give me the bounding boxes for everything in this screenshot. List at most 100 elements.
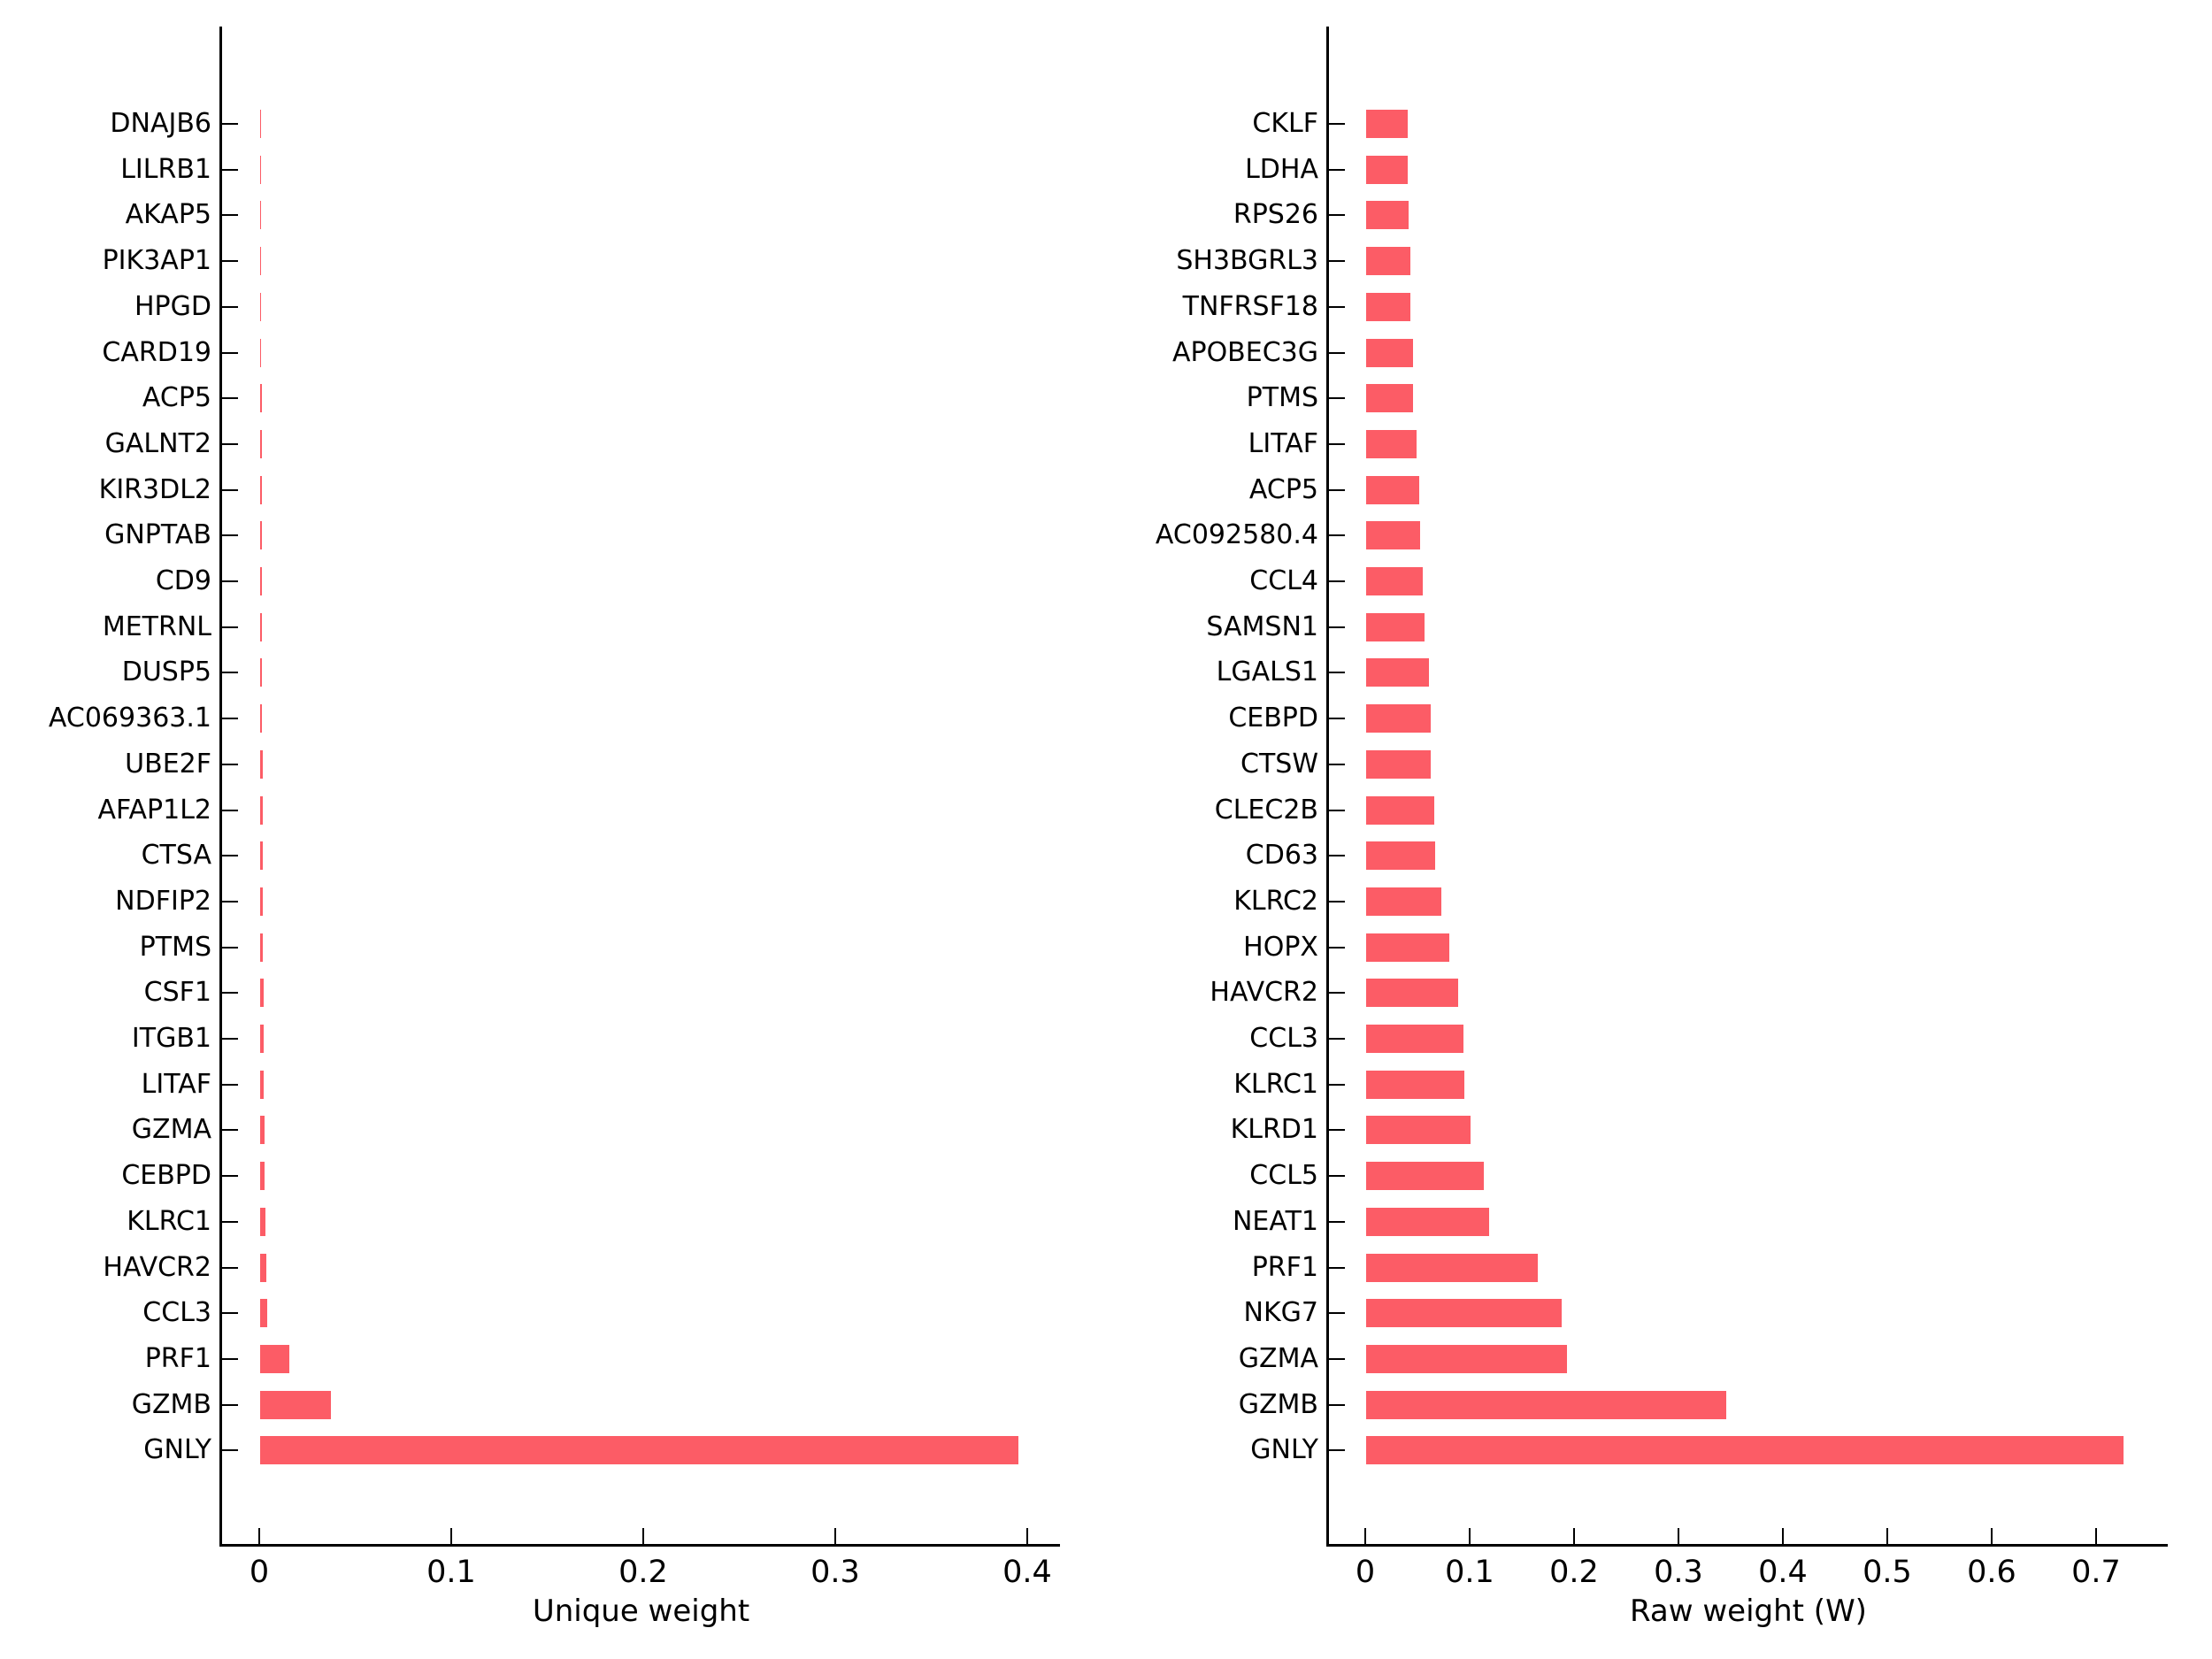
y-axis-tick xyxy=(222,306,238,308)
x-axis-tick-label: 0 xyxy=(1355,1555,1376,1590)
x-axis-spine xyxy=(1326,1544,2168,1547)
bar xyxy=(1366,1208,1490,1236)
bar xyxy=(1366,1025,1463,1053)
gene-label: AC069363.1 xyxy=(48,703,211,733)
y-axis-tick xyxy=(222,534,238,536)
gene-label: KLRC1 xyxy=(127,1206,211,1237)
gene-label: KLRD1 xyxy=(1230,1114,1318,1145)
x-axis-tick-label: 0.2 xyxy=(618,1555,668,1590)
bar xyxy=(260,339,262,367)
x-axis-tick-label: 0.5 xyxy=(1863,1555,1912,1590)
bar xyxy=(260,1436,1019,1464)
y-axis-tick xyxy=(1329,672,1345,673)
gene-label: CCL3 xyxy=(1249,1023,1318,1054)
gene-label: CLEC2B xyxy=(1214,795,1318,826)
gene-label: ACP5 xyxy=(1248,474,1318,505)
gene-label: NDFIP2 xyxy=(115,886,211,917)
y-axis-tick xyxy=(1329,534,1345,536)
y-axis-tick xyxy=(222,260,238,262)
bar xyxy=(1366,979,1458,1007)
gene-label: PIK3AP1 xyxy=(102,245,211,276)
x-axis-tick-label: 0 xyxy=(249,1555,270,1590)
bar xyxy=(1366,201,1409,229)
x-axis-tick-label: 0.2 xyxy=(1549,1555,1599,1590)
x-axis-tick-label: 0.4 xyxy=(1758,1555,1808,1590)
gene-label: CCL4 xyxy=(1249,565,1318,596)
x-axis-tick xyxy=(2095,1528,2097,1544)
gene-label: AKAP5 xyxy=(125,199,211,230)
gene-label: DNAJB6 xyxy=(110,108,211,139)
bar xyxy=(260,476,262,504)
bar xyxy=(1366,1299,1562,1327)
y-axis-tick xyxy=(222,992,238,994)
gene-label: CCL5 xyxy=(1249,1160,1318,1191)
gene-label: PRF1 xyxy=(1251,1252,1318,1283)
gene-label: GNLY xyxy=(1250,1434,1318,1465)
y-axis-tick xyxy=(1329,489,1345,491)
x-axis-tick xyxy=(1026,1528,1028,1544)
y-axis-tick xyxy=(1329,169,1345,171)
gene-label: CD9 xyxy=(155,565,211,596)
gene-label: KLRC2 xyxy=(1233,886,1318,917)
bar xyxy=(1366,1254,1538,1282)
y-axis-tick xyxy=(222,1038,238,1040)
y-axis-tick xyxy=(222,1358,238,1360)
bar xyxy=(1366,384,1414,412)
bar xyxy=(260,1345,289,1373)
x-axis-tick xyxy=(450,1528,452,1544)
gene-label: CCL3 xyxy=(142,1297,211,1328)
bar xyxy=(1366,1071,1464,1099)
y-axis-tick xyxy=(222,123,238,125)
gene-label: NKG7 xyxy=(1243,1297,1318,1328)
y-axis-tick xyxy=(222,443,238,445)
y-axis-spine xyxy=(1326,27,1329,1547)
bar xyxy=(1366,658,1429,687)
bar xyxy=(1366,476,1420,504)
bar xyxy=(260,247,262,275)
y-axis-tick xyxy=(1329,580,1345,582)
gene-label: METRNL xyxy=(102,611,211,642)
bar xyxy=(260,658,263,687)
gene-label: NEAT1 xyxy=(1232,1206,1318,1237)
y-axis-tick xyxy=(222,489,238,491)
bar xyxy=(1366,796,1434,825)
gene-label: LITAF xyxy=(1248,428,1318,459)
x-axis-tick xyxy=(1573,1528,1575,1544)
gene-label: LGALS1 xyxy=(1216,657,1318,687)
bar xyxy=(1366,1345,1567,1373)
left-chart-x-axis-title: Unique weight xyxy=(532,1594,750,1629)
gene-label: UBE2F xyxy=(125,749,211,780)
y-axis-tick xyxy=(222,1312,238,1314)
gene-label: ITGB1 xyxy=(131,1023,211,1054)
y-axis-tick xyxy=(222,1129,238,1131)
x-axis-tick-label: 0.3 xyxy=(810,1555,860,1590)
bar xyxy=(260,1116,265,1144)
bar xyxy=(260,704,263,733)
y-axis-tick xyxy=(1329,443,1345,445)
y-axis-tick xyxy=(1329,1175,1345,1177)
y-axis-tick xyxy=(1329,626,1345,628)
bar xyxy=(260,201,261,229)
y-axis-tick xyxy=(1329,1038,1345,1040)
y-axis-tick xyxy=(222,352,238,354)
bar xyxy=(1366,1162,1485,1190)
y-axis-tick xyxy=(1329,1449,1345,1451)
bar xyxy=(1366,613,1425,641)
y-axis-tick xyxy=(1329,718,1345,719)
bar xyxy=(1366,704,1432,733)
y-axis-tick xyxy=(222,214,238,216)
x-axis-spine xyxy=(219,1544,1060,1547)
gene-label: CD63 xyxy=(1245,840,1318,871)
x-axis-tick xyxy=(1469,1528,1471,1544)
bar xyxy=(260,1299,267,1327)
y-axis-tick xyxy=(222,1175,238,1177)
x-axis-tick-label: 0.1 xyxy=(426,1555,476,1590)
gene-label: CEBPD xyxy=(1228,703,1318,733)
y-axis-tick xyxy=(1329,352,1345,354)
bar xyxy=(1366,339,1414,367)
bar xyxy=(260,841,264,870)
x-axis-tick-label: 0.4 xyxy=(1002,1555,1052,1590)
right-chart-x-axis-title: Raw weight (W) xyxy=(1630,1594,1867,1629)
y-axis-tick xyxy=(222,1449,238,1451)
y-axis-tick xyxy=(222,1221,238,1223)
